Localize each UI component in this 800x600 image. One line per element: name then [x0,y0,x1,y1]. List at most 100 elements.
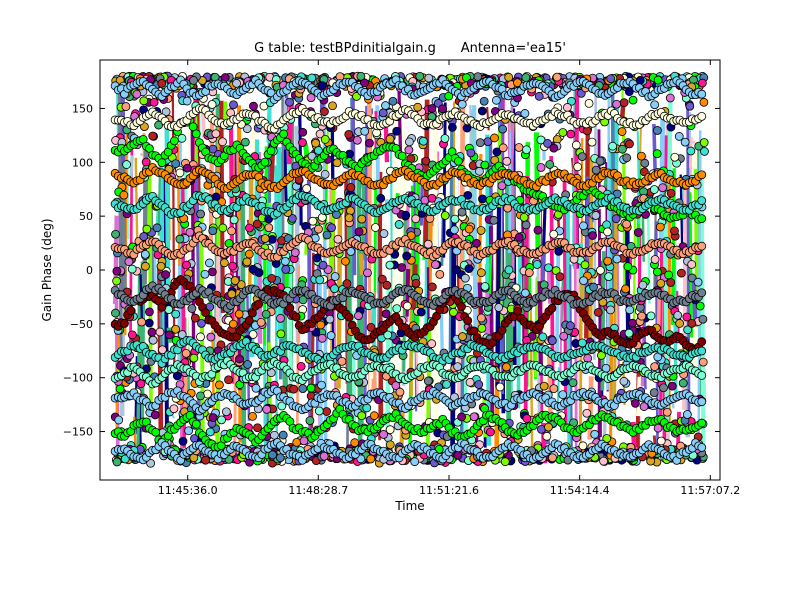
scatter-point [207,267,217,277]
scatter-point [477,106,487,116]
series-point [344,312,354,322]
scatter-point [385,134,395,144]
scatter-point [397,263,407,272]
scatter-point [457,99,467,109]
scatter-point [315,275,325,285]
scatter-point [394,220,404,229]
series-point [191,129,201,139]
scatter-point [276,329,286,339]
scatter-point [206,332,216,342]
scatter-point [533,225,543,235]
scatter-point [554,246,564,256]
scatter-point [281,265,291,274]
scatter-point [698,314,708,324]
scatter-point [161,107,171,117]
scatter-point [251,383,261,393]
scatter-point [579,276,588,286]
series-point [463,316,473,326]
scatter-point [228,319,238,329]
scatter-point [453,362,462,372]
scatter-point [382,280,392,290]
scatter-point [502,362,511,372]
scatter-point [119,190,129,200]
scatter-point [289,384,299,394]
series-point [697,170,707,180]
scatter-point [612,99,622,109]
scatter-point [145,307,154,317]
scatter-point [114,415,124,425]
scatter-point [603,256,613,266]
scatter-point [649,388,659,398]
scatter-point [326,331,336,340]
wrap-line [516,243,522,409]
scatter-point [385,440,395,450]
scatter-point [298,138,307,147]
scatter-point [346,206,355,216]
scatter-point [371,223,380,232]
scatter-point [438,104,448,114]
scatter-point [344,129,354,139]
scatter-point [276,313,285,323]
scatter-point [182,260,191,270]
scatter-point [327,223,336,233]
scatter-point [498,143,508,153]
scatter-point [683,325,693,335]
scatter-point [652,149,662,159]
scatter-point [242,257,252,267]
scatter-point [650,100,660,110]
scatter-point [320,169,330,179]
scatter-point [379,229,389,238]
scatter-point [112,276,122,286]
scatter-point [474,380,484,389]
scatter-point [243,360,253,369]
scatter-point [269,430,279,440]
scatter-point [504,72,514,82]
scatter-point [693,277,703,287]
scatter-point [652,267,662,277]
scatter-point [475,138,485,148]
scatter-point [360,126,370,136]
scatter-point [636,151,646,161]
scatter-point [392,126,402,136]
scatter-point [653,75,663,85]
scatter-point [667,381,677,391]
chart-title: G table: testBPdinitialgain.g Antenna='e… [254,41,566,56]
scatter-point [591,211,601,220]
series-point [697,418,707,428]
scatter-point [366,454,376,464]
scatter-point [635,75,645,85]
scatter-point [413,102,423,112]
scatter-point [154,120,164,130]
scatter-point [466,148,476,158]
wrap-line [287,121,293,400]
scatter-point [261,309,271,319]
scatter-point [649,185,659,194]
scatter-point [127,264,137,274]
scatter-point [476,268,486,278]
scatter-point [421,156,431,166]
wrap-line [472,105,478,366]
series-point [266,146,276,156]
scatter-point [603,227,612,237]
wrap-line [540,248,547,285]
scatter-point [617,127,627,136]
scatter-point [495,382,505,392]
scatter-point [189,353,199,363]
series-point [120,319,129,328]
scatter-point [136,379,146,389]
scatter-point [697,78,707,88]
wrap-line [358,253,365,275]
scatter-point [219,258,229,268]
series-point [547,303,557,313]
scatter-point [215,380,224,390]
scatter-point [539,381,549,391]
scatter-point [342,279,352,289]
scatter-point [416,307,426,317]
scatter-point [122,160,131,169]
wrap-line [414,165,421,345]
scatter-point [112,266,122,276]
scatter-point [464,264,474,274]
scatter-point [653,126,662,135]
scatter-point [593,307,603,317]
scatter-point [415,71,425,81]
